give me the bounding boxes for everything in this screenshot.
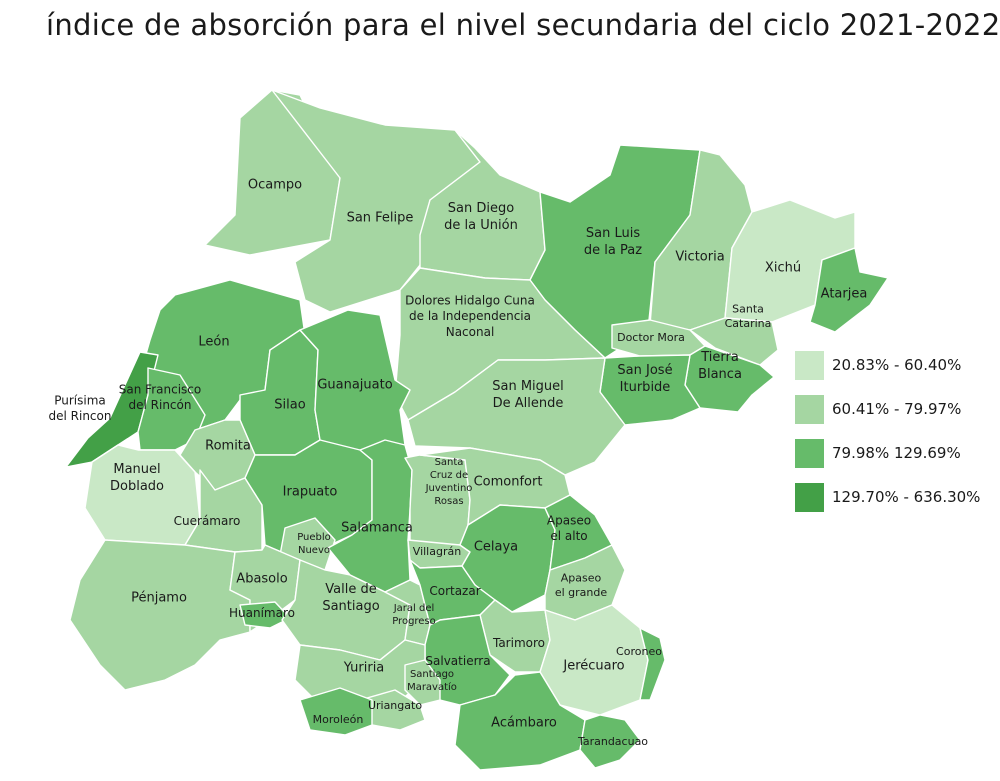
region-guanajuato[interactable] <box>299 309 411 461</box>
label-apaseo-alto: Apaseo el alto <box>547 513 591 543</box>
label-xichu: Xichú <box>765 261 801 276</box>
label-leon: León <box>198 335 229 350</box>
label-san-francisco: San Francisco del Rincón <box>119 382 201 412</box>
label-doctor-mora: Doctor Mora <box>617 331 685 344</box>
legend-item[interactable]: 129.70% - 636.30% <box>795 475 980 519</box>
label-san-diego: San Diego de la Unión <box>444 201 518 233</box>
region-penjamo[interactable] <box>69 539 251 691</box>
label-acambaro: Acámbaro <box>491 716 557 731</box>
label-salvatierra: Salvatierra <box>425 654 490 668</box>
label-celaya: Celaya <box>474 540 518 555</box>
region-huanimaro[interactable] <box>239 601 291 629</box>
label-apaseo-grande: Apaseo el grande <box>555 572 608 599</box>
label-san-luis-paz: San Luis de la Paz <box>584 226 642 258</box>
legend-swatch <box>795 438 824 468</box>
legend-label: 79.98% 129.69% <box>832 444 961 462</box>
label-uriangato: Uriangato <box>368 699 422 712</box>
label-huanimaro: Huanímaro <box>229 606 295 620</box>
legend-item[interactable]: 60.41% - 79.97% <box>795 387 980 431</box>
region-san-felipe[interactable] <box>271 89 481 313</box>
label-comonfort: Comonfort <box>474 475 543 490</box>
label-san-miguel: San Miguel De Allende <box>492 379 564 411</box>
legend-swatch <box>795 350 824 380</box>
legend-label: 60.41% - 79.97% <box>832 400 962 418</box>
label-santiago-maravatio: Santiago Maravatío <box>407 669 457 693</box>
legend-label: 129.70% - 636.30% <box>832 488 981 506</box>
label-romita: Romita <box>205 439 251 454</box>
label-cueramaro: Cuerámaro <box>174 514 241 528</box>
label-jaral: Jaral del Progreso <box>392 603 436 627</box>
legend-label: 20.83% - 60.40% <box>832 356 962 374</box>
region-abasolo[interactable] <box>229 544 301 633</box>
label-dolores: Dolores Hidalgo Cuna de la Independencia N… <box>405 294 535 339</box>
label-san-felipe: San Felipe <box>347 211 414 226</box>
region-atarjea[interactable] <box>809 247 889 333</box>
label-coroneo: Coroneo <box>616 645 662 658</box>
label-manuel-doblado: Manuel Doblado <box>110 462 164 494</box>
region-moroleon[interactable] <box>299 687 373 736</box>
label-ocampo: Ocampo <box>248 178 302 193</box>
label-jerecuaro: Jerécuaro <box>562 659 624 674</box>
legend-swatch <box>795 482 824 512</box>
legend-swatch <box>795 394 824 424</box>
label-irapuato: Irapuato <box>283 485 338 500</box>
label-moroleon: Moroleón <box>313 713 364 726</box>
label-pueblo-nuevo: Pueblo Nuevo <box>297 532 331 556</box>
region-tarandacuao[interactable] <box>579 714 641 769</box>
label-salamanca: Salamanca <box>341 521 413 536</box>
region-manuel-doblado[interactable] <box>84 444 201 546</box>
map-title: índice de absorción para el nivel secund… <box>46 8 1000 42</box>
legend: 20.83% - 60.40% 60.41% - 79.97% 79.98% 1… <box>795 343 980 519</box>
label-yuriria: Yuriria <box>343 661 385 676</box>
label-tarimoro: Tarimoro <box>492 636 545 650</box>
label-santa-catarina: Santa Catarina <box>725 303 772 330</box>
label-villagran: Villagrán <box>413 545 461 558</box>
label-valle-santiago: Valle de Santiago <box>322 582 379 614</box>
label-victoria: Victoria <box>675 250 724 265</box>
label-tarandacuao: Tarandacuao <box>577 735 648 748</box>
label-penjamo: Pénjamo <box>131 591 187 606</box>
label-santa-cruz: Santa Cruz de Juventino Rosas <box>425 457 473 507</box>
label-abasolo: Abasolo <box>236 572 287 587</box>
legend-item[interactable]: 20.83% - 60.40% <box>795 343 980 387</box>
label-tierra-blanca: Tierra Blanca <box>698 350 742 382</box>
label-san-jose-iturbide: San José Iturbide <box>617 363 672 395</box>
label-purisima: Purísima del Rincon <box>49 393 112 423</box>
label-atarjea: Atarjea <box>821 287 868 302</box>
label-cortazar: Cortazar <box>429 584 480 598</box>
region-coroneo[interactable] <box>639 627 666 701</box>
label-guanajuato: Guanajuato <box>317 378 392 393</box>
region-santiago-maravatio[interactable] <box>404 659 441 706</box>
legend-item[interactable]: 79.98% 129.69% <box>795 431 980 475</box>
label-silao: Silao <box>274 398 305 413</box>
